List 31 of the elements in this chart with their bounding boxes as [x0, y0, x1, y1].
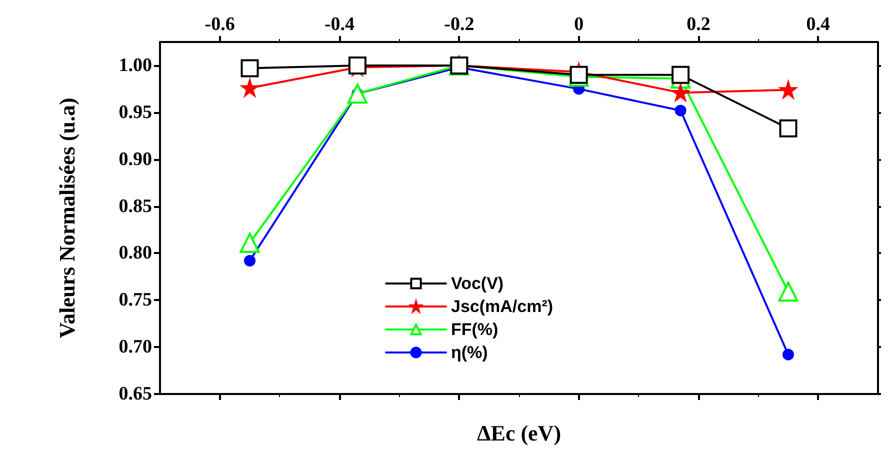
y-tick-label: 0.70 — [114, 336, 152, 358]
point — [778, 282, 798, 302]
point — [672, 66, 690, 84]
point — [240, 232, 260, 253]
y-tick-label: 0.80 — [114, 242, 152, 264]
y-axis-title: Valeurs Normalisées (u.a) — [54, 98, 80, 338]
point — [347, 84, 368, 104]
x-tick-label: -0.6 — [204, 14, 235, 35]
point — [782, 348, 794, 360]
y-tick-label: 0.65 — [114, 384, 152, 404]
legend-label: FF(%) — [451, 320, 498, 339]
point — [674, 104, 686, 116]
y-tick-label: 0.90 — [114, 148, 152, 170]
x-tick-label: 0.2 — [686, 14, 710, 35]
legend-label: η(%) — [451, 343, 488, 362]
point — [348, 56, 366, 74]
x-tick-label: -0.2 — [444, 14, 474, 35]
y-tick-label: 1.00 — [114, 54, 152, 76]
x-axis-title: ΔEc (eV) — [476, 420, 562, 446]
point — [779, 119, 798, 138]
y-tick-label: 0.85 — [114, 196, 152, 217]
y-tick-label: 0.95 — [114, 102, 152, 123]
point — [570, 66, 588, 84]
x-tick-label: -0.4 — [324, 14, 356, 35]
x-tick-label: 0 — [574, 14, 584, 35]
point — [244, 254, 256, 266]
legend-label: Jsc(mA/cm²) — [451, 297, 554, 316]
legend-label: Voc(V) — [451, 274, 504, 293]
y-tick-label: 0.75 — [114, 290, 152, 311]
x-tick-label: 0.4 — [806, 14, 831, 35]
point — [240, 59, 259, 78]
